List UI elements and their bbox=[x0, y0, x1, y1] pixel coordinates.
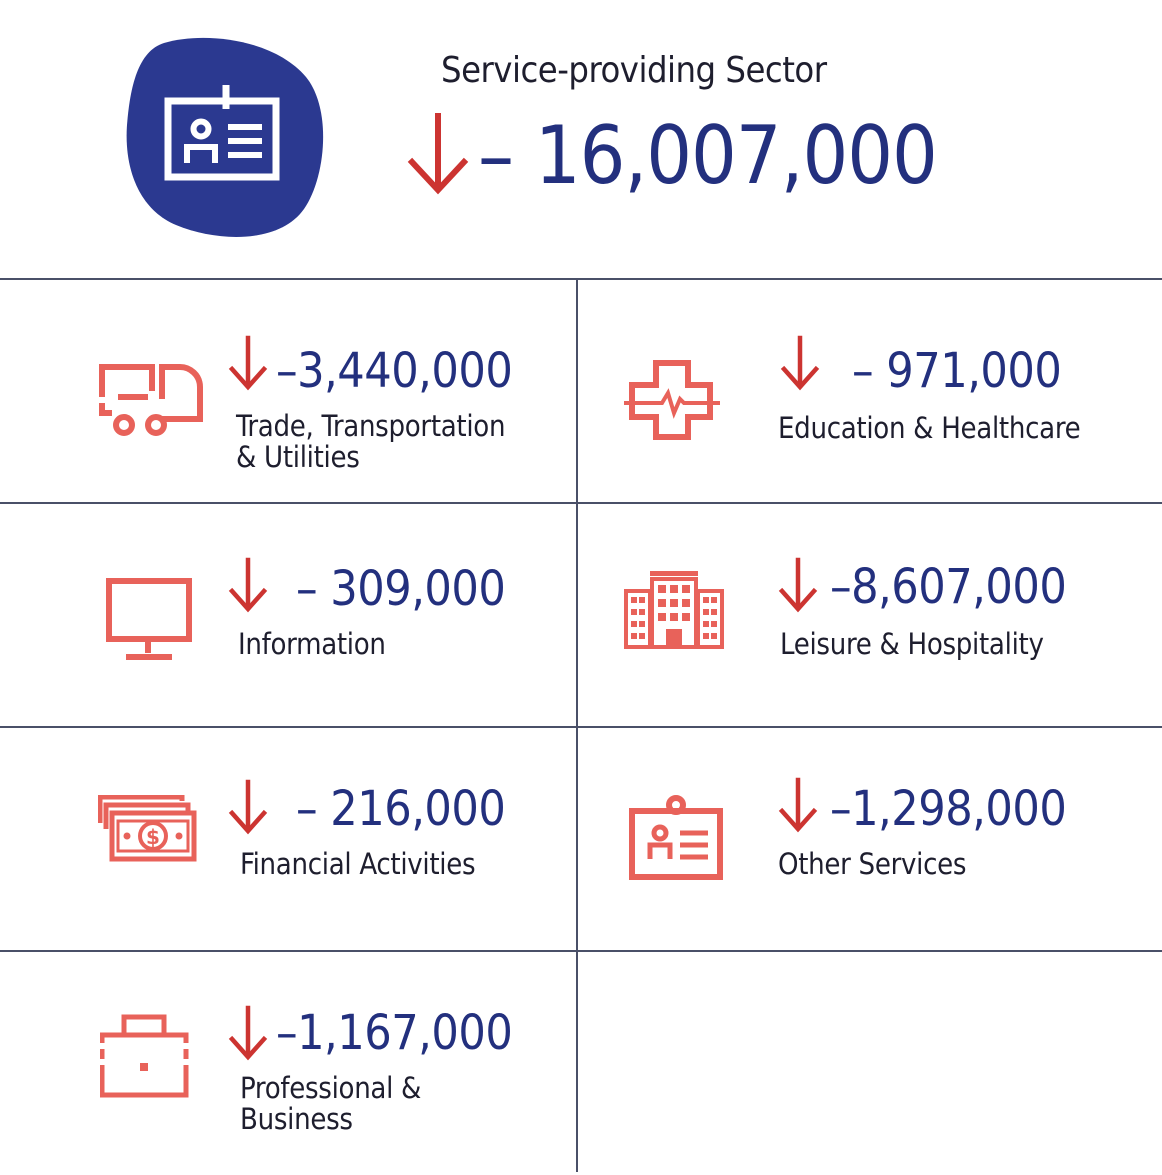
divider bbox=[0, 726, 1162, 728]
empty-cell bbox=[578, 951, 1154, 1175]
sector-value: – 971,000 bbox=[852, 343, 1062, 399]
id-badge-icon bbox=[126, 37, 324, 237]
sector-label-line2: Business bbox=[240, 1102, 353, 1136]
sector-value: –8,607,000 bbox=[830, 559, 1067, 615]
sector-label-line2: & Utilities bbox=[236, 440, 360, 474]
down-arrow-icon bbox=[780, 335, 820, 391]
sector-card-trade: –3,440,000 Trade, Transportation & Utili… bbox=[0, 279, 576, 503]
sector-label: Information bbox=[238, 627, 386, 661]
sector-card-other: –1,298,000 Other Services bbox=[578, 727, 1154, 951]
header: Service-providing Sector – 16,007,000 bbox=[0, 0, 1162, 278]
sector-value: –3,440,000 bbox=[276, 343, 513, 399]
sector-card-leisure: –8,607,000 Leisure & Hospitality bbox=[578, 503, 1154, 727]
sector-value: – 216,000 bbox=[296, 781, 506, 837]
sector-value: –1,298,000 bbox=[830, 781, 1067, 837]
medical-cross-icon bbox=[624, 360, 720, 440]
sector-card-information: – 309,000 Information bbox=[0, 503, 576, 727]
delivery-truck-icon bbox=[99, 364, 203, 436]
sector-card-education: – 971,000 Education & Healthcare bbox=[578, 279, 1154, 503]
sector-card-professional: –1,167,000 Professional & Business bbox=[0, 951, 576, 1175]
briefcase-icon bbox=[100, 1014, 189, 1098]
down-arrow-icon bbox=[228, 557, 268, 613]
page-title: Service-providing Sector bbox=[441, 50, 827, 91]
divider bbox=[576, 279, 578, 1172]
monitor-icon bbox=[106, 578, 192, 660]
hotel-building-icon bbox=[624, 571, 724, 649]
down-arrow-icon bbox=[228, 1005, 268, 1061]
sector-label: Other Services bbox=[778, 847, 967, 881]
sector-value: –1,167,000 bbox=[276, 1005, 513, 1061]
down-arrow-icon bbox=[778, 557, 818, 613]
hero-value: – 16,007,000 bbox=[478, 109, 938, 202]
sector-label: Financial Activities bbox=[240, 847, 476, 881]
divider bbox=[0, 278, 1162, 280]
divider bbox=[0, 502, 1162, 504]
divider bbox=[0, 950, 1162, 952]
sector-value: – 309,000 bbox=[296, 561, 506, 617]
sector-label: Leisure & Hospitality bbox=[780, 627, 1044, 661]
sector-label: Education & Healthcare bbox=[778, 411, 1081, 445]
down-arrow-icon bbox=[778, 777, 818, 833]
sector-label: Professional & bbox=[240, 1071, 422, 1105]
money-bills-icon: $ bbox=[98, 795, 197, 862]
id-badge-icon bbox=[629, 795, 723, 880]
sector-label: Trade, Transportation bbox=[236, 409, 506, 443]
down-arrow-icon bbox=[407, 113, 469, 195]
sector-card-financial: $ – 216,000 Financial Activities bbox=[0, 727, 576, 951]
down-arrow-icon bbox=[228, 335, 268, 391]
down-arrow-icon bbox=[228, 779, 268, 835]
svg-text:$: $ bbox=[146, 825, 160, 849]
